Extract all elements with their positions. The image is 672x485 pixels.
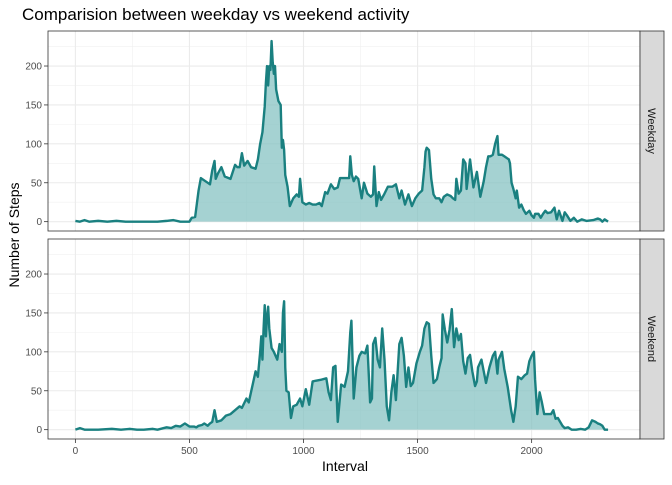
y-tick-label: 150 — [25, 100, 42, 111]
y-tick-label: 200 — [25, 62, 42, 73]
facet-strip — [639, 238, 665, 440]
y-tick-label: 50 — [31, 386, 43, 397]
y-tick-label: 150 — [25, 308, 42, 319]
area-fill — [75, 41, 609, 222]
x-tick-label: 2000 — [521, 446, 544, 457]
x-tick-label: 1000 — [292, 446, 315, 457]
chart-title: Comparision between weekday vs weekend a… — [22, 5, 410, 24]
x-tick-label: 1500 — [406, 446, 429, 457]
y-tick-label: 200 — [25, 270, 42, 281]
y-tick-label: 0 — [36, 217, 42, 228]
facet-strip — [639, 30, 665, 232]
y-tick-label: 50 — [31, 178, 43, 189]
y-tick-label: 0 — [36, 425, 42, 436]
x-axis-label: Interval — [322, 458, 368, 474]
x-tick-label: 500 — [181, 446, 198, 457]
area-fill — [75, 301, 609, 430]
facet-strip-label: Weekday — [645, 108, 657, 154]
y-tick-label: 100 — [25, 139, 42, 150]
panel-weekday: Weekday 0 50 100 150 200 — [25, 30, 665, 232]
facet-strip-label: Weekend — [645, 316, 657, 362]
series-line — [74, 300, 609, 431]
y-axis-label: Number of Steps — [6, 182, 22, 287]
y-tick-label: 100 — [25, 347, 42, 358]
series-line — [75, 39, 609, 223]
x-tick-label: 0 — [73, 446, 79, 457]
